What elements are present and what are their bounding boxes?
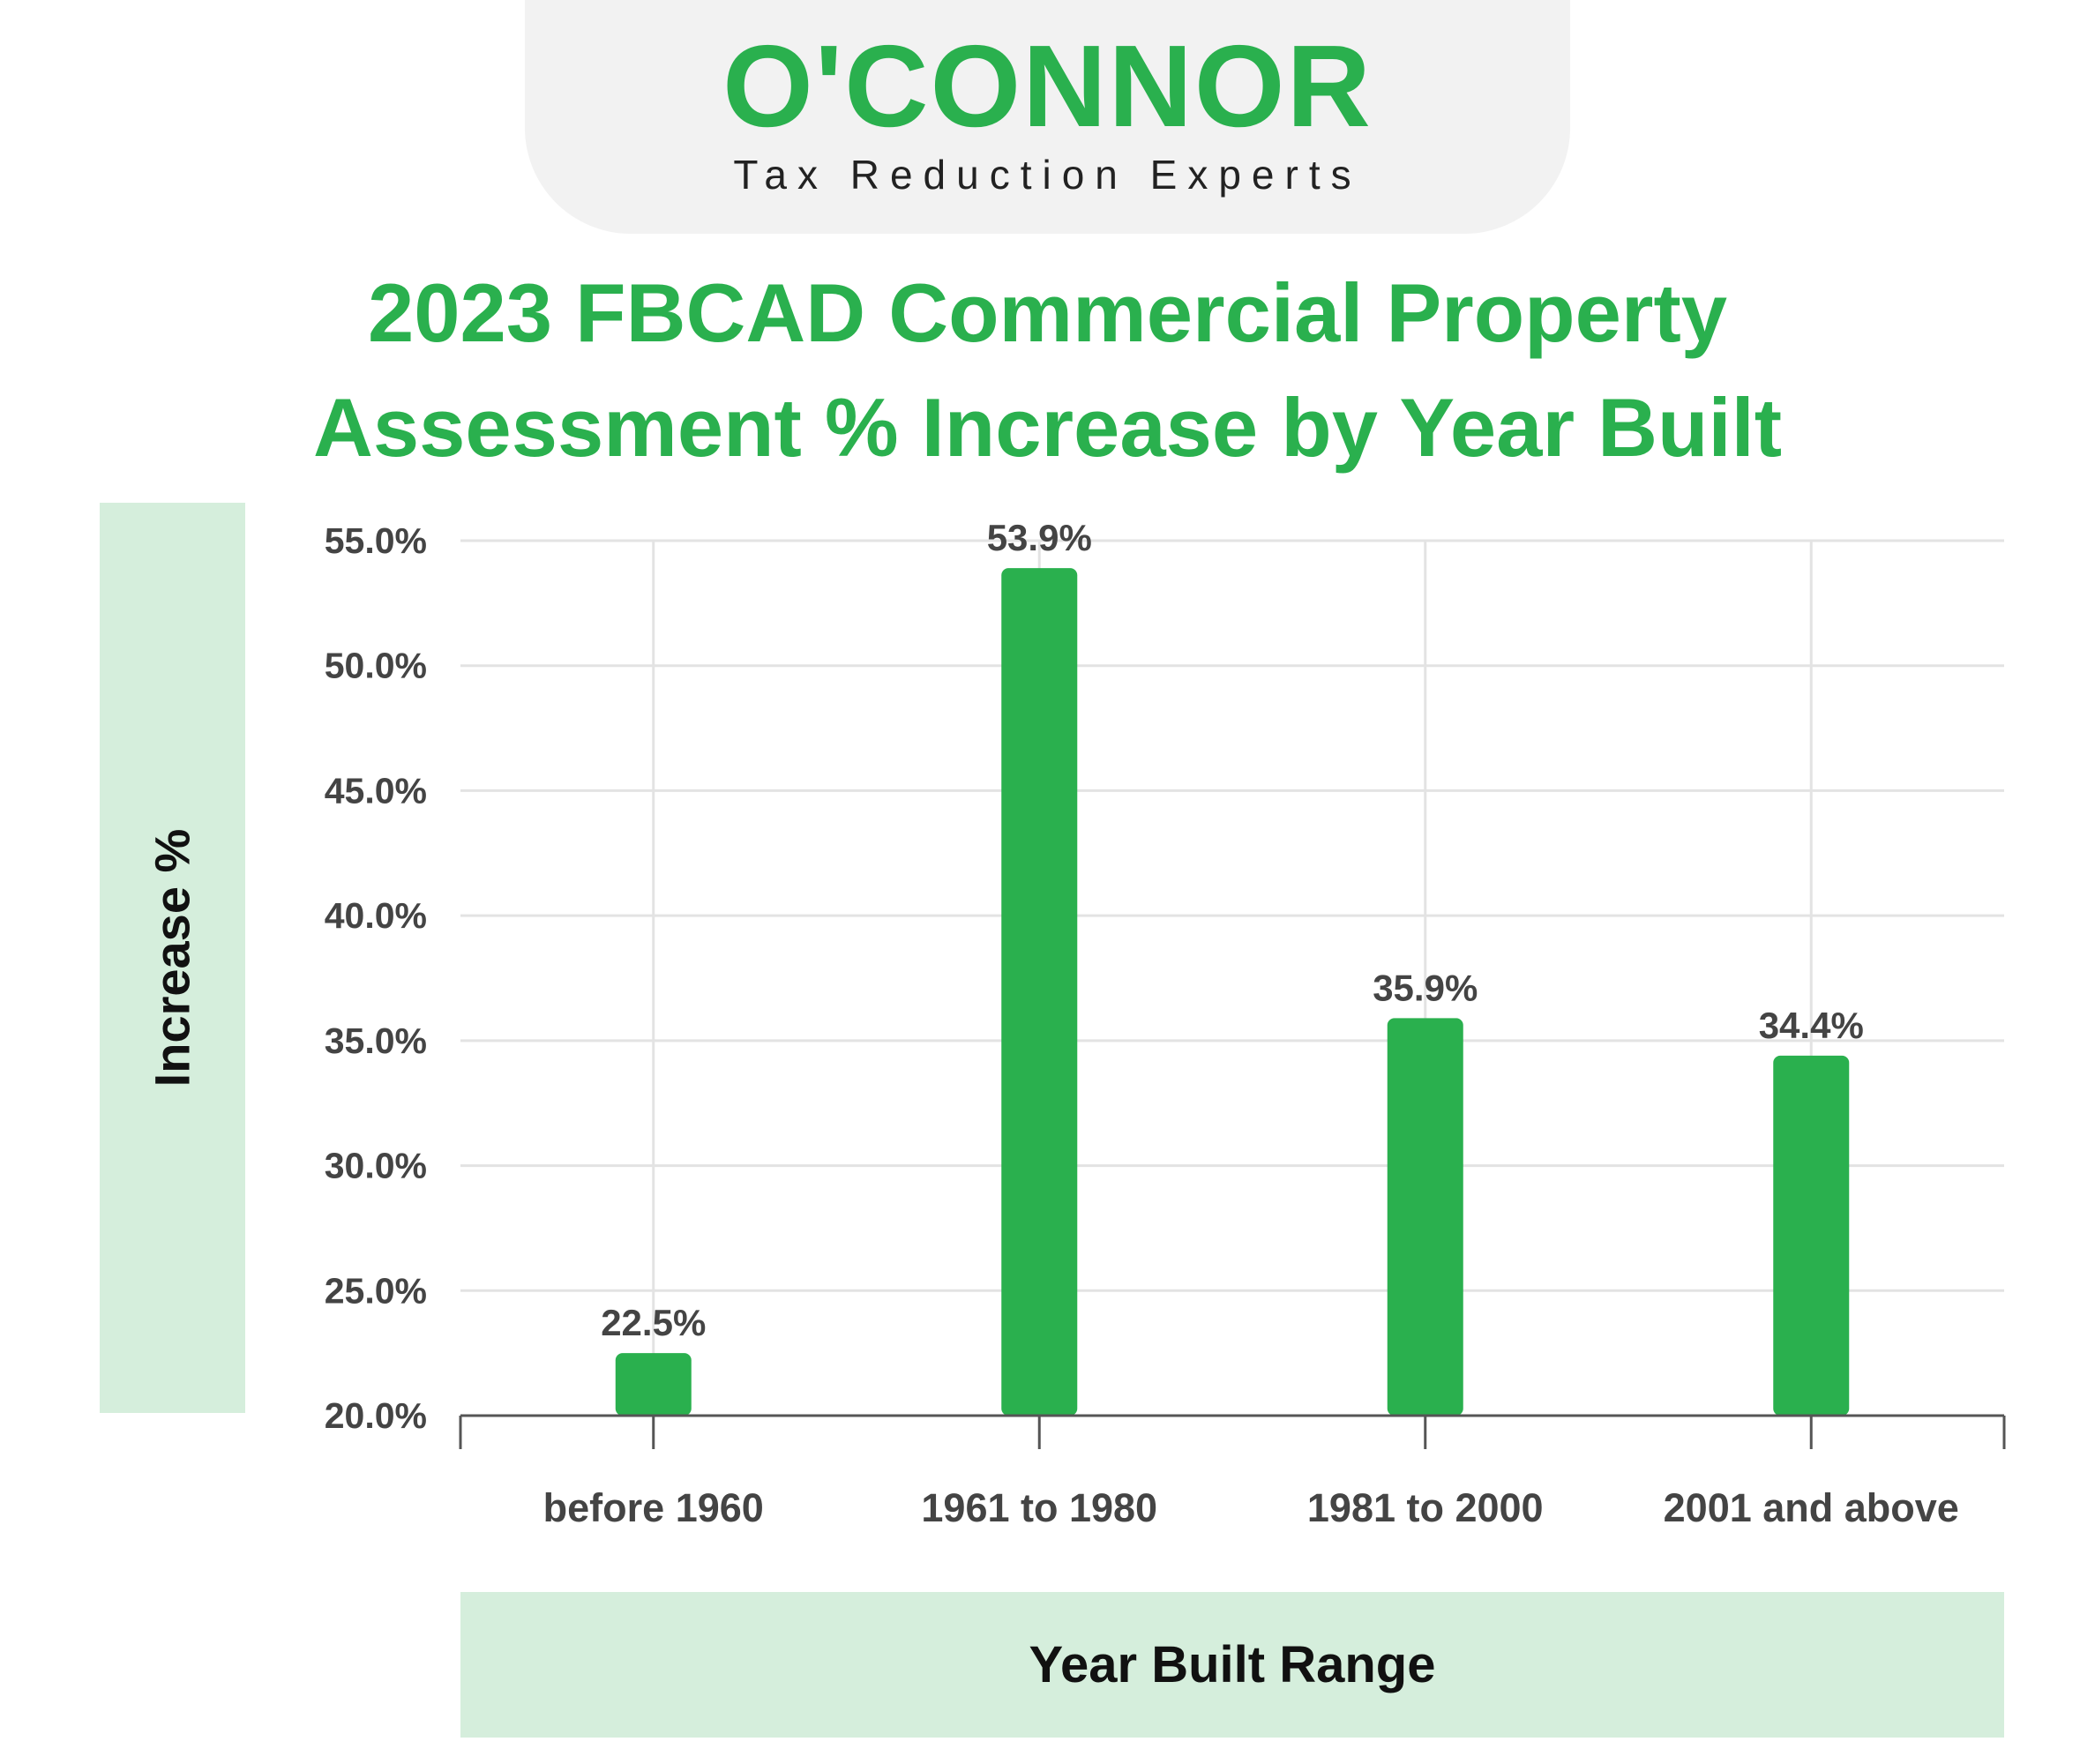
- bar: [615, 1353, 692, 1416]
- y-tick-label: 25.0%: [325, 1270, 427, 1311]
- data-label: 53.9%: [987, 517, 1092, 558]
- data-label: 22.5%: [601, 1302, 706, 1343]
- chart-title: 2023 FBCAD Commercial Property Assessmen…: [0, 256, 2095, 485]
- chart-title-line-2: Assessment % Increase by Year Built: [312, 381, 1782, 474]
- y-tick-label: 35.0%: [325, 1020, 427, 1061]
- data-label: 35.9%: [1373, 967, 1478, 1008]
- y-tick-label: 20.0%: [325, 1395, 427, 1436]
- x-tick-label: 1961 to 1980: [921, 1485, 1157, 1530]
- y-tick-label: 50.0%: [325, 646, 427, 686]
- brand-tagline: Tax Reduction Experts: [733, 152, 1362, 198]
- x-axis-label-panel: [460, 1592, 2004, 1738]
- y-tick-label: 40.0%: [325, 895, 427, 936]
- y-tick-label: 55.0%: [325, 520, 427, 561]
- brand-logo: O'CONNOR: [722, 21, 1373, 151]
- chart-title-line-1: 2023 FBCAD Commercial Property: [367, 266, 1728, 359]
- y-tick-label: 45.0%: [325, 770, 427, 811]
- data-label: 34.4%: [1759, 1005, 1864, 1046]
- x-tick-label: 2001 and above: [1664, 1485, 1959, 1530]
- x-tick-label: 1981 to 2000: [1307, 1485, 1544, 1530]
- logo-banner: [525, 0, 1570, 234]
- bar: [1773, 1055, 1850, 1416]
- x-axis-label: Year Built Range: [1029, 1636, 1436, 1693]
- bar: [1001, 568, 1078, 1416]
- y-axis-label-panel: [100, 503, 245, 1413]
- x-tick-label: before 1960: [543, 1485, 764, 1530]
- y-tick-label: 30.0%: [325, 1146, 427, 1186]
- bar: [1387, 1018, 1463, 1416]
